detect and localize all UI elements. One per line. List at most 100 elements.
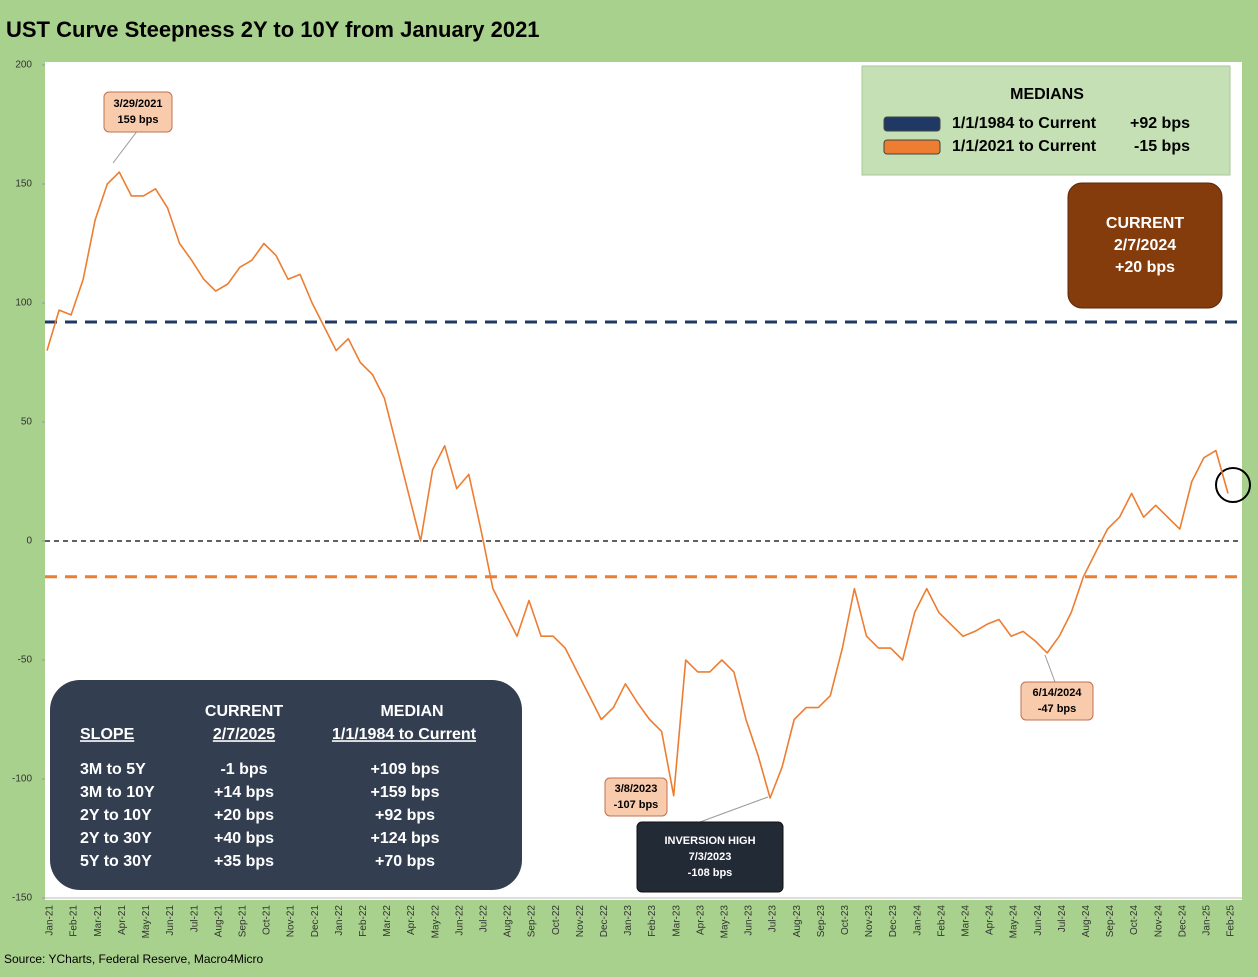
table-text: 2/7/2025 (213, 726, 275, 743)
x-tick-label: Jul-24 (1057, 905, 1068, 933)
annotation-box (103, 91, 173, 133)
x-tick-label: Oct-21 (262, 905, 273, 935)
x-tick-label: Feb-23 (647, 905, 658, 937)
current-box (1067, 182, 1223, 309)
x-tick-label: May-23 (719, 905, 730, 939)
x-tick-label: Nov-24 (1153, 905, 1164, 938)
x-tick-label: Jun-23 (744, 905, 755, 936)
x-tick-label: Dec-21 (310, 905, 321, 938)
current-text: 2/7/2024 (1114, 237, 1176, 254)
annotation-text: 159 bps (118, 114, 159, 126)
x-tick-label: Apr-23 (695, 905, 706, 935)
annotation-text: -47 bps (1038, 703, 1077, 715)
x-tick-label: Jul-23 (768, 905, 779, 933)
x-tick-label: Feb-22 (358, 905, 369, 937)
table-text: +14 bps (214, 784, 274, 801)
x-tick-label: Apr-22 (406, 905, 417, 935)
table-text: +70 bps (375, 853, 435, 870)
x-tick-label: Nov-21 (286, 905, 297, 938)
table-text: 2Y to 10Y (80, 807, 152, 824)
x-tick-label: Sep-21 (237, 905, 248, 938)
legend-swatch (883, 116, 941, 132)
x-tick-label: Jan-21 (45, 905, 56, 936)
x-tick-label: Feb-25 (1226, 905, 1237, 937)
x-tick-label: Nov-22 (575, 905, 586, 938)
table-text: +35 bps (214, 853, 274, 870)
x-tick-label: Oct-22 (551, 905, 562, 935)
legend-value: -15 bps (1134, 138, 1190, 155)
x-tick-label: Dec-23 (888, 905, 899, 938)
table-text: CURRENT (205, 703, 283, 720)
leader-line (1044, 654, 1056, 683)
y-tick-label: 0 (26, 536, 32, 547)
legend-label: 1/1/1984 to Current (952, 115, 1097, 132)
x-tick-label: Jan-24 (912, 905, 923, 936)
x-tick-label: Sep-23 (816, 905, 827, 938)
x-tick-label: Jan-25 (1202, 905, 1213, 936)
x-tick-label: Jun-24 (1033, 905, 1044, 936)
y-tick-label: 100 (15, 298, 32, 309)
x-tick-label: Aug-24 (1081, 905, 1092, 938)
y-tick-label: -150 (12, 893, 32, 904)
table-text: SLOPE (80, 726, 135, 743)
legend-label: 1/1/2021 to Current (952, 138, 1097, 155)
annotation-box (1020, 681, 1094, 721)
x-tick-label: Feb-24 (936, 905, 947, 937)
current-text: +20 bps (1115, 259, 1175, 276)
annotation-text: 3/29/2021 (114, 98, 163, 110)
current-marker (1215, 467, 1251, 503)
table-text: +124 bps (371, 830, 440, 847)
x-tick-label: Jun-22 (454, 905, 465, 936)
y-tick-label: 150 (15, 179, 32, 190)
x-tick-label: Dec-24 (1177, 905, 1188, 938)
x-tick-label: Nov-23 (864, 905, 875, 938)
table-text: +159 bps (371, 784, 440, 801)
x-tick-label: Feb-21 (69, 905, 80, 937)
x-tick-label: Mar-23 (671, 905, 682, 937)
legend-title: MEDIANS (1010, 86, 1084, 103)
leader-line (112, 129, 139, 164)
x-tick-label: May-21 (141, 905, 152, 939)
x-tick-label: May-24 (1009, 905, 1020, 939)
table-text: +109 bps (371, 761, 440, 778)
table-text: -1 bps (220, 761, 267, 778)
table-text: +92 bps (375, 807, 435, 824)
y-tick-label: 50 (21, 417, 33, 428)
x-tick-label: Oct-24 (1129, 905, 1140, 935)
annotation-text: 3/8/2023 (615, 783, 658, 795)
x-tick-label: Aug-21 (213, 905, 224, 938)
table-text: MEDIAN (380, 703, 443, 720)
table-text: 3M to 5Y (80, 761, 146, 778)
x-tick-label: Jul-21 (189, 905, 200, 933)
x-tick-label: Apr-21 (117, 905, 128, 935)
x-tick-label: Jan-22 (334, 905, 345, 936)
x-tick-label: Mar-22 (382, 905, 393, 937)
x-tick-label: Sep-22 (527, 905, 538, 938)
table-text: 3M to 10Y (80, 784, 155, 801)
legend-swatch (883, 139, 941, 155)
source: Source: YCharts, Federal Reserve, Macro4… (4, 952, 264, 966)
data-line (46, 171, 1229, 799)
leader-line (699, 796, 769, 823)
annotation-box (636, 821, 784, 893)
annotation-text: 7/3/2023 (689, 851, 732, 863)
table-text: 2Y to 30Y (80, 830, 152, 847)
x-tick-label: Apr-24 (985, 905, 996, 935)
x-tick-label: Jul-22 (478, 905, 489, 933)
annotation-text: -107 bps (614, 799, 659, 811)
table-text: +40 bps (214, 830, 274, 847)
table-text: +20 bps (214, 807, 274, 824)
annotation-text: -108 bps (688, 867, 733, 879)
annotation-text: INVERSION HIGH (664, 835, 755, 847)
x-tick-label: Aug-22 (503, 905, 514, 938)
summary-box (50, 680, 522, 890)
y-tick-label: -100 (12, 774, 32, 785)
x-tick-label: Oct-23 (840, 905, 851, 935)
x-tick-label: Aug-23 (792, 905, 803, 938)
current-text: CURRENT (1106, 215, 1184, 232)
x-tick-label: Jun-21 (165, 905, 176, 936)
table-text: 1/1/1984 to Current (332, 726, 477, 743)
x-tick-label: Dec-22 (599, 905, 610, 938)
table-text: 5Y to 30Y (80, 853, 152, 870)
